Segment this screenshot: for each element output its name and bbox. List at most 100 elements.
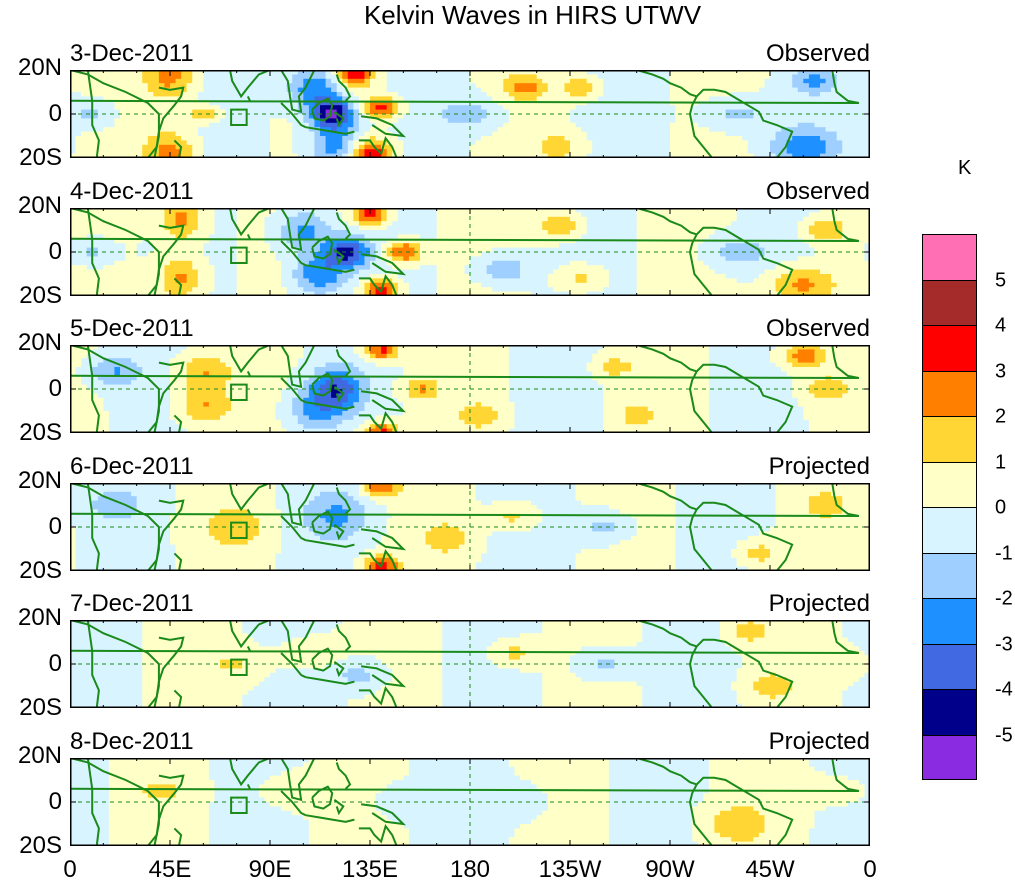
heatmap-cell	[131, 211, 138, 217]
heatmap-cell	[175, 74, 182, 80]
heatmap-cell	[353, 149, 360, 155]
heatmap-cell	[564, 78, 571, 84]
heatmap-cell	[408, 216, 416, 222]
heatmap-cell	[253, 136, 260, 141]
heatmap-cell	[714, 74, 721, 80]
heatmap-cell	[75, 216, 82, 222]
heatmap-cell	[492, 70, 499, 75]
heatmap-cell	[103, 74, 110, 80]
heatmap-cell	[770, 109, 777, 115]
heatmap-cell	[697, 70, 704, 75]
heatmap-cell	[836, 149, 843, 155]
heatmap-cell	[658, 96, 666, 102]
heatmap-cell	[764, 211, 771, 217]
heatmap-cell	[431, 211, 438, 217]
heatmap-cell	[670, 105, 677, 111]
heatmap-cell	[781, 87, 788, 93]
heatmap-cell	[858, 220, 866, 226]
heatmap-cell	[347, 260, 354, 266]
heatmap-cell	[108, 74, 116, 80]
panel-map	[70, 70, 870, 158]
heatmap-cell	[331, 264, 338, 270]
heatmap-cell	[281, 83, 288, 89]
heatmap-cell	[447, 225, 454, 231]
heatmap-cell	[275, 238, 282, 244]
heatmap-cell	[75, 260, 82, 266]
heatmap-cell	[653, 96, 660, 102]
heatmap-cell	[703, 251, 710, 257]
heatmap-cell	[570, 105, 577, 111]
heatmap-cell	[292, 242, 299, 248]
heatmap-cell	[592, 131, 599, 137]
heatmap-cell	[586, 264, 593, 270]
heatmap-cell	[525, 70, 532, 75]
heatmap-cell	[820, 144, 827, 150]
heatmap-cell	[731, 109, 738, 115]
heatmap-cell	[758, 140, 766, 146]
heatmap-cell	[858, 109, 866, 115]
heatmap-cell	[520, 211, 527, 217]
heatmap-cell	[286, 238, 293, 244]
heatmap-cell	[431, 251, 438, 257]
heatmap-cell	[231, 207, 238, 213]
heatmap-cell	[458, 229, 466, 235]
heatmap-cell	[770, 83, 777, 89]
heatmap-cell	[820, 114, 827, 119]
heatmap-cell	[197, 127, 204, 133]
heatmap-cell	[108, 140, 116, 146]
heatmap-cell	[314, 136, 321, 141]
heatmap-cell	[86, 136, 93, 141]
coastline	[360, 115, 407, 138]
heatmap-cell	[281, 78, 288, 84]
heatmap-cell	[170, 264, 177, 270]
heatmap-cell	[642, 127, 649, 133]
heatmap-cell	[86, 92, 93, 97]
heatmap-cell	[220, 83, 227, 89]
heatmap-cell	[108, 207, 116, 213]
heatmap-cell	[775, 255, 782, 261]
heatmap-cell	[325, 207, 332, 213]
heatmap-cell	[781, 118, 788, 124]
heatmap-cell	[547, 144, 554, 150]
heatmap-cell	[542, 122, 549, 128]
heatmap-cell	[831, 149, 838, 155]
heatmap-cell	[70, 264, 77, 270]
heatmap-cell	[92, 247, 99, 253]
heatmap-cell	[336, 153, 343, 158]
heatmap-cell	[736, 140, 743, 146]
heatmap-cell	[236, 105, 243, 111]
heatmap-cell	[814, 260, 821, 266]
heatmap-cell	[81, 114, 88, 119]
heatmap-cell	[297, 220, 304, 226]
heatmap-cell	[803, 264, 810, 270]
heatmap-cell	[75, 149, 82, 155]
heatmap-cell	[114, 70, 121, 75]
heatmap-cell	[192, 260, 199, 266]
heatmap-cell	[197, 247, 204, 253]
heatmap-cell	[364, 100, 371, 106]
heatmap-cell	[464, 260, 471, 266]
heatmap-cell	[658, 92, 666, 97]
heatmap-cell	[631, 229, 638, 235]
heatmap-cell	[564, 136, 571, 141]
heatmap-cell	[364, 264, 371, 270]
heatmap-cell	[586, 229, 593, 235]
heatmap-cell	[608, 220, 616, 226]
heatmap-cell	[503, 238, 510, 244]
heatmap-cell	[447, 251, 454, 257]
heatmap-cell	[564, 260, 571, 266]
heatmap-cell	[425, 122, 432, 128]
heatmap-cell	[603, 233, 610, 239]
heatmap-cell	[564, 105, 571, 111]
heatmap-cell	[758, 242, 766, 248]
heatmap-cell	[520, 122, 527, 128]
heatmap-cell	[464, 216, 471, 222]
heatmap-cell	[270, 118, 277, 124]
heatmap-cell	[397, 211, 404, 217]
heatmap-cell	[70, 238, 77, 244]
heatmap-cell	[231, 211, 238, 217]
heatmap-cell	[681, 251, 688, 257]
heatmap-cell	[158, 114, 166, 119]
heatmap-cell	[247, 92, 254, 97]
heatmap-cell	[181, 264, 188, 270]
